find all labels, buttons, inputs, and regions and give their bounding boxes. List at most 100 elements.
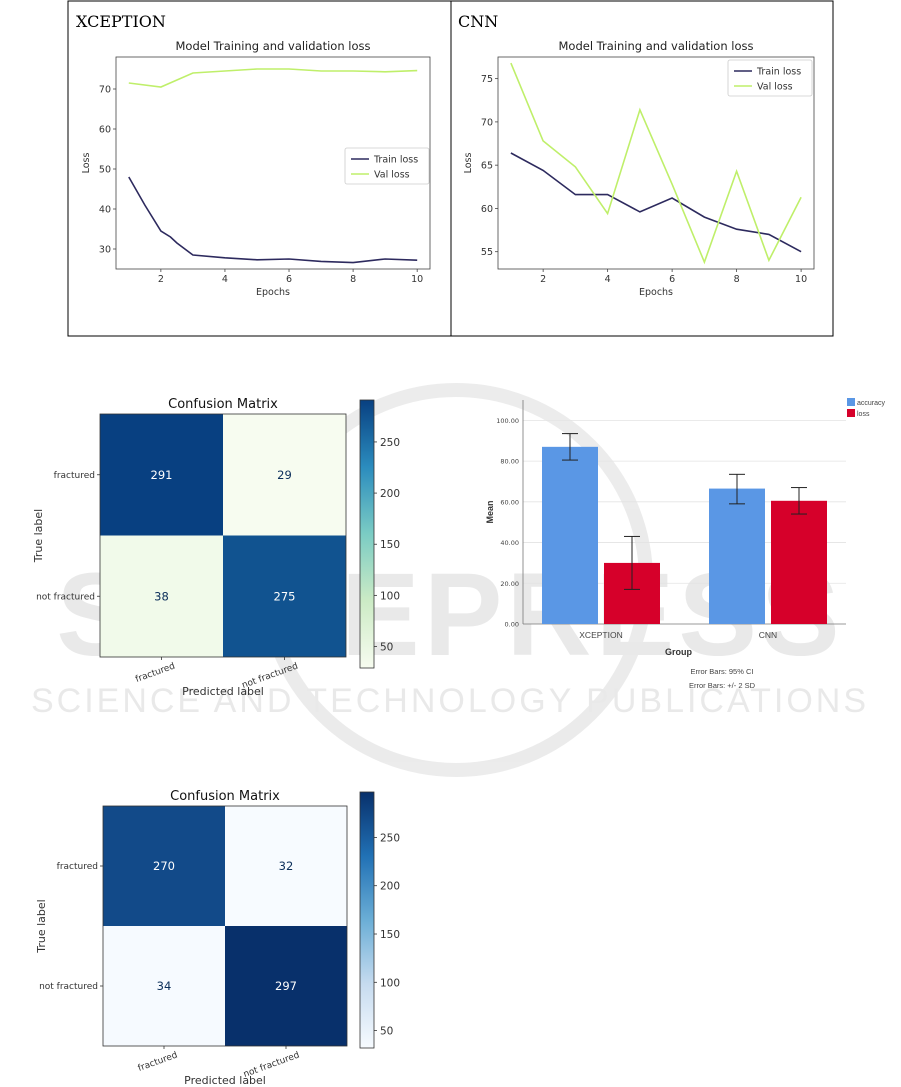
y-axis-label: True label	[32, 509, 45, 563]
panel-label-xception: XCEPTION	[76, 12, 166, 31]
colorbar-tick-label: 50	[380, 642, 393, 654]
colorbar-tick-label: 50	[380, 1026, 393, 1038]
cnn-loss-chart: Model Training and validation loss 2 4 6 8 10…	[463, 39, 815, 298]
x-tick-label: 10	[795, 274, 807, 285]
x-tick-label: 2	[540, 274, 546, 285]
cell-value: 297	[275, 979, 297, 993]
train-loss-line	[510, 152, 802, 253]
matrix-frame	[102, 805, 348, 1047]
legend-label: Train loss	[756, 67, 801, 78]
confusion-title: Confusion Matrix	[170, 789, 280, 804]
legend-label: Train loss	[373, 155, 418, 166]
legend-label: loss	[857, 411, 870, 418]
category-label: XCEPTION	[579, 630, 622, 640]
matrix-cell	[103, 806, 225, 926]
y-tick-label: 50	[99, 165, 111, 176]
row-label: fractured	[54, 471, 95, 481]
accuracy-bar	[709, 488, 765, 624]
accuracy-bar	[542, 446, 598, 624]
colorbar-tick-label: 200	[380, 881, 400, 893]
legend-label: Val loss	[374, 170, 410, 181]
confusion-title: Confusion Matrix	[168, 397, 278, 412]
val-loss-line	[510, 62, 802, 265]
colorbar-tick-label: 150	[380, 539, 400, 551]
y-tick-label: 70	[481, 117, 493, 128]
chart-title: Model Training and validation loss	[559, 39, 754, 53]
y-tick-label: 55	[481, 247, 493, 258]
colorbar-tick-label: 200	[380, 488, 400, 500]
panel-label-cnn: CNN	[458, 12, 498, 31]
watermark-sub-text: SCIENCE AND TECHNOLOGY PUBLICATIONS	[31, 682, 869, 720]
chart-title: Model Training and validation loss	[176, 39, 371, 53]
x-axis-label: Group	[665, 647, 692, 657]
row-label: not fractured	[39, 982, 98, 992]
matrix-cell	[223, 414, 346, 536]
matrix-cell	[225, 926, 347, 1046]
x-axis-label: Epochs	[639, 287, 673, 298]
y-tick-label: 65	[481, 161, 493, 172]
train-loss-line	[128, 176, 418, 264]
x-tick-label: 10	[411, 274, 423, 285]
x-tick-label: 6	[286, 274, 292, 285]
cell-value: 32	[279, 859, 294, 873]
colorbar-tick-label: 250	[380, 832, 400, 844]
cell-value: 291	[151, 468, 173, 482]
group-bar-chart: 0.00 20.00 40.00 60.00 80.00 100.00 XCEPTION CN…	[485, 398, 886, 690]
x-tick-label: 4	[605, 274, 611, 285]
legend-label: accuracy	[857, 400, 886, 407]
colorbar-tick-label: 250	[380, 437, 400, 449]
confusion-matrix-top: Confusion Matrix 291 29 38 275 fractured not f…	[32, 397, 400, 698]
y-tick-label: 60	[99, 125, 111, 136]
matrix-cell	[100, 535, 223, 657]
colorbar	[359, 399, 375, 669]
legend-swatch	[847, 398, 855, 406]
row-label: not fractured	[36, 592, 95, 602]
y-tick-label: 0.00	[505, 621, 519, 629]
y-tick-label: 30	[99, 245, 111, 256]
y-axis-label: Loss	[463, 153, 474, 174]
error-bar-note: Error Bars: +/- 2 SD	[689, 681, 756, 690]
col-label: fractured	[137, 1050, 179, 1074]
matrix-cell	[223, 535, 346, 657]
x-tick-label: 8	[734, 274, 740, 285]
cell-value: 34	[157, 979, 172, 993]
x-tick-label: 6	[669, 274, 675, 285]
y-tick-label: 60	[481, 204, 493, 215]
matrix-cell	[100, 414, 223, 536]
x-tick-label: 4	[222, 274, 228, 285]
colorbar	[359, 791, 375, 1049]
error-bar-note: Error Bars: 95% CI	[691, 667, 754, 676]
colorbar-tick-label: 150	[380, 929, 400, 941]
colorbar-tick-label: 100	[380, 977, 400, 989]
y-tick-label: 40	[99, 205, 111, 216]
row-label: fractured	[57, 862, 98, 872]
colorbar-tick-label: 100	[380, 590, 400, 602]
matrix-frame	[99, 413, 347, 658]
x-axis-label: Epochs	[256, 287, 290, 298]
x-tick-label: 2	[158, 274, 164, 285]
y-tick-label: 100.00	[496, 417, 519, 425]
x-tick-label: 8	[350, 274, 356, 285]
x-axis-label: Predicted label	[182, 685, 264, 698]
cell-value: 270	[153, 859, 175, 873]
x-axis-label: Predicted label	[184, 1074, 266, 1087]
y-axis-label: Mean	[485, 500, 495, 523]
y-tick-label: 20.00	[500, 580, 519, 588]
legend-swatch	[847, 409, 855, 417]
legend-box	[727, 59, 813, 97]
xception-loss-chart: Model Training and validation loss 2 4 6 8 10…	[81, 39, 431, 298]
category-label: CNN	[759, 630, 777, 640]
confusion-matrix-bottom: Confusion Matrix 270 32 34 297 fractured not f…	[35, 789, 400, 1087]
legend-label: Val loss	[757, 82, 793, 93]
y-axis-label: True label	[35, 899, 48, 953]
matrix-cell	[225, 806, 347, 926]
cell-value: 275	[274, 589, 296, 603]
matrix-cell	[103, 926, 225, 1046]
y-axis-label: Loss	[81, 153, 92, 174]
cell-value: 38	[154, 589, 169, 603]
y-tick-label: 40.00	[500, 539, 519, 547]
y-tick-label: 70	[99, 85, 111, 96]
y-tick-label: 75	[481, 74, 493, 85]
top-loss-panel: XCEPTION CNN Model Training and validati…	[67, 0, 834, 337]
